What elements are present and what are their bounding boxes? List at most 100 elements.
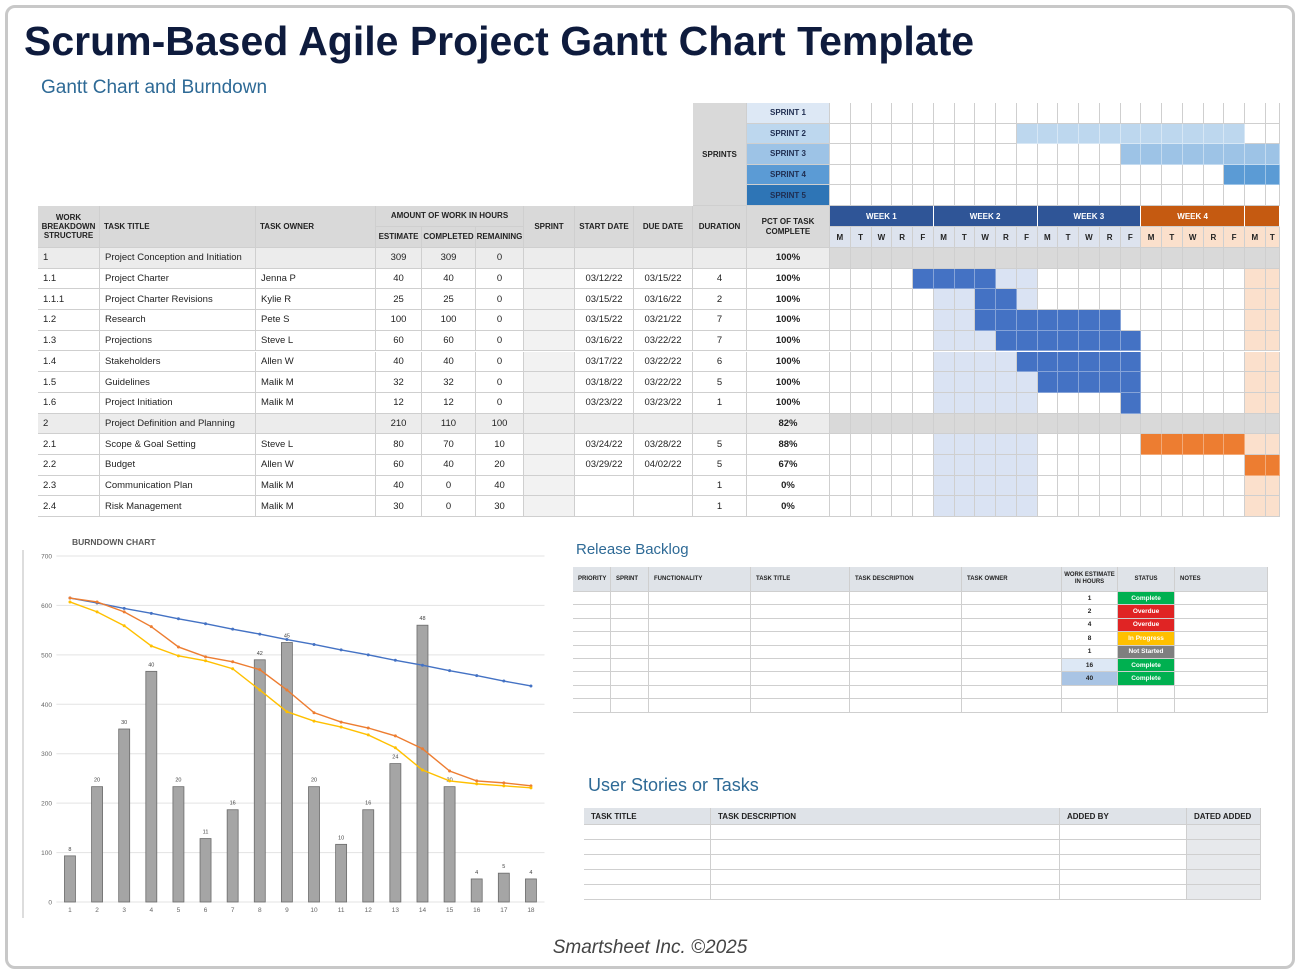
timeline-cell	[933, 330, 955, 352]
table-cell: 60	[376, 455, 422, 476]
sprint-cell	[1016, 164, 1038, 186]
stories-cell	[1187, 870, 1261, 885]
timeline-cell	[954, 413, 976, 435]
table-cell: 309	[376, 248, 422, 269]
table-cell: Kylie R	[256, 289, 376, 311]
timeline-cell	[1099, 455, 1121, 476]
backlog-cell	[649, 672, 751, 686]
sprint-cell	[996, 144, 1017, 165]
table-cell: Project Charter Revisions	[100, 289, 256, 311]
line-marker	[339, 725, 343, 729]
backlog-header: FUNCTIONALITY	[649, 567, 751, 592]
table-cell: 100	[422, 310, 476, 331]
day-header: M	[933, 227, 955, 248]
gantt-bar-cell	[1079, 372, 1100, 393]
sprint-cell	[1058, 144, 1079, 165]
timeline-cell	[913, 475, 934, 497]
table-cell	[524, 330, 575, 352]
sprint-cell	[933, 123, 955, 145]
gantt-bar-cell	[975, 310, 996, 331]
timeline-cell	[830, 455, 851, 476]
timeline-cell	[871, 372, 893, 393]
timeline-cell	[1099, 392, 1121, 414]
timeline-cell	[954, 351, 976, 373]
timeline-cell	[1224, 475, 1245, 497]
table-cell: Research	[100, 310, 256, 331]
bar	[389, 763, 402, 903]
week-header: WEEK 2	[933, 206, 1038, 227]
stories-cell	[1060, 855, 1187, 870]
timeline-cell	[1162, 496, 1183, 518]
sprint-cell	[1079, 144, 1100, 165]
line-marker	[149, 611, 153, 615]
line-marker	[529, 786, 533, 790]
page-subtitle: Gantt Chart and Burndown	[41, 77, 268, 98]
timeline-cell	[1016, 268, 1038, 290]
timeline-cell	[1265, 372, 1280, 393]
table-cell: 30	[376, 496, 422, 518]
day-header: T	[850, 227, 872, 248]
gantt-bar-cell	[1099, 330, 1121, 352]
timeline-cell	[1162, 413, 1183, 435]
day-header: M	[1141, 227, 1162, 248]
backlog-cell	[751, 672, 850, 686]
gantt-bar-cell	[1079, 310, 1100, 331]
table-cell: 0	[476, 392, 524, 414]
table-cell: 0	[422, 475, 476, 497]
timeline-cell	[933, 413, 955, 435]
table-cell: Malik M	[256, 475, 376, 497]
sprint-bar-cell	[1162, 144, 1183, 165]
sprint-bar-cell	[1162, 123, 1183, 145]
timeline-cell	[1079, 289, 1100, 311]
timeline-cell	[1245, 248, 1266, 269]
table-cell: Guidelines	[100, 372, 256, 393]
timeline-cell	[1079, 496, 1100, 518]
timeline-cell	[892, 289, 913, 311]
timeline-cell	[892, 351, 913, 373]
timeline-cell	[1224, 330, 1245, 352]
y-tick-label: 0	[48, 900, 52, 907]
timeline-cell	[996, 351, 1017, 373]
timeline-cell	[830, 289, 851, 311]
estimate-cell: 1	[1062, 645, 1118, 659]
timeline-cell	[975, 372, 996, 393]
page-title: Scrum-Based Agile Project Gantt Chart Te…	[24, 18, 975, 64]
sprint-bar-cell	[1037, 123, 1059, 145]
table-cell: 40	[476, 475, 524, 497]
backlog-cell	[1175, 699, 1268, 713]
sprint-cell	[830, 123, 851, 145]
gantt-bar-cell	[1079, 351, 1100, 373]
column-header: START DATE	[575, 206, 634, 248]
gantt-bar-cell	[1182, 434, 1204, 455]
table-cell: 60	[422, 330, 476, 352]
sprint-cell	[892, 164, 913, 186]
table-cell: Malik M	[256, 372, 376, 393]
table-cell: 0	[476, 289, 524, 311]
timeline-cell	[954, 475, 976, 497]
x-tick-label: 2	[95, 907, 99, 914]
sprint-cell	[1120, 164, 1142, 186]
bar	[280, 642, 293, 903]
timeline-cell	[1141, 289, 1162, 311]
sprint-cell	[1224, 103, 1245, 124]
x-tick-label: 9	[285, 907, 289, 914]
sprint-cell	[1120, 103, 1142, 124]
sprint-cell	[1016, 144, 1038, 165]
gantt-bar-cell	[933, 268, 955, 290]
sprint-cell	[1162, 103, 1183, 124]
timeline-cell	[913, 351, 934, 373]
timeline-cell	[1037, 455, 1059, 476]
timeline-cell	[1120, 496, 1142, 518]
timeline-cell	[913, 392, 934, 414]
backlog-cell	[649, 699, 751, 713]
sprint-label: SPRINT 3	[747, 144, 830, 165]
timeline-cell	[913, 434, 934, 455]
table-cell: Project Conception and Initiation	[100, 248, 256, 269]
backlog-cell	[573, 592, 611, 606]
sprint-cell	[1245, 103, 1266, 124]
timeline-cell	[871, 413, 893, 435]
gantt-bar-cell	[1120, 392, 1142, 414]
backlog-header: WORK ESTIMATE IN HOURS	[1062, 567, 1118, 592]
bar-label: 5	[502, 864, 505, 870]
